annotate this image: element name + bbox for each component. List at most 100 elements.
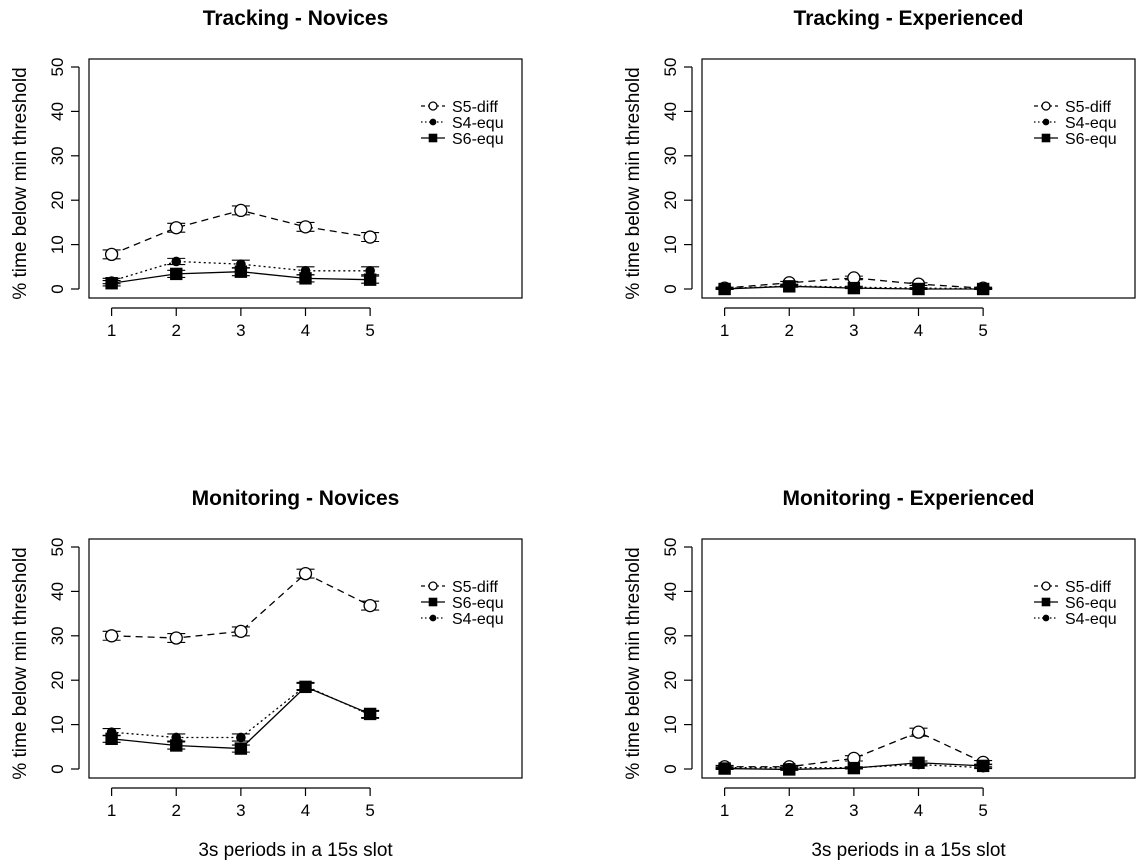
plot-frame bbox=[701, 538, 1136, 779]
legend-marker bbox=[428, 133, 438, 143]
y-axis-label: % time below min threshold bbox=[623, 67, 644, 299]
data-point bbox=[169, 221, 183, 235]
data-point bbox=[363, 598, 377, 613]
x-tick-label: 2 bbox=[172, 321, 181, 340]
y-tick-label: 0 bbox=[661, 764, 680, 773]
y-axis-label: % time below min threshold bbox=[10, 547, 31, 779]
panel-title: Tracking - Novices bbox=[203, 7, 389, 30]
x-tick-label: 1 bbox=[107, 801, 116, 820]
series-line bbox=[111, 260, 371, 282]
y-tick-label: 40 bbox=[48, 102, 67, 121]
series-s6-equ bbox=[715, 280, 993, 296]
series-line bbox=[111, 685, 371, 739]
data-point bbox=[104, 629, 119, 643]
legend-label: S4-equ bbox=[1065, 115, 1117, 132]
x-tick-label: 1 bbox=[720, 801, 729, 820]
series-s6-equ bbox=[102, 680, 380, 755]
y-tick-label: 30 bbox=[48, 626, 67, 645]
legend-marker bbox=[1042, 118, 1050, 126]
legend-marker bbox=[429, 118, 437, 126]
data-point bbox=[171, 256, 182, 267]
y-tick-label: 20 bbox=[48, 191, 67, 210]
data-point bbox=[912, 282, 925, 296]
series-line bbox=[724, 277, 984, 289]
x-tick-label: 5 bbox=[365, 801, 374, 820]
legend-label: S5-diff bbox=[1065, 99, 1112, 116]
y-tick-label: 50 bbox=[48, 58, 67, 77]
series-line bbox=[724, 763, 984, 769]
series-s4-equ bbox=[715, 759, 993, 773]
y-tick-label: 50 bbox=[661, 58, 680, 77]
x-tick-label: 3 bbox=[236, 321, 245, 340]
y-tick-label: 0 bbox=[48, 764, 67, 773]
x-axis-label: 3s periods in a 15s slot bbox=[811, 840, 1006, 861]
legend-marker bbox=[1041, 581, 1051, 591]
series-s5-diff bbox=[102, 203, 380, 262]
legend-marker bbox=[429, 614, 437, 622]
x-tick-label: 4 bbox=[301, 801, 310, 820]
x-tick-label: 2 bbox=[785, 321, 794, 340]
data-point bbox=[234, 742, 248, 755]
legend-marker bbox=[428, 101, 438, 111]
legend-marker bbox=[1042, 614, 1050, 622]
x-tick-label: 4 bbox=[914, 801, 923, 820]
series-s5-diff bbox=[102, 566, 380, 645]
y-tick-label: 40 bbox=[661, 102, 680, 121]
y-tick-label: 50 bbox=[661, 538, 680, 557]
legend-marker bbox=[428, 597, 438, 607]
x-tick-label: 5 bbox=[978, 321, 987, 340]
y-tick-label: 30 bbox=[661, 626, 680, 645]
data-point bbox=[784, 762, 795, 773]
x-axis-label: 3s periods in a 15s slot bbox=[198, 840, 393, 861]
data-point bbox=[104, 247, 119, 262]
y-tick-label: 10 bbox=[48, 235, 67, 254]
data-point bbox=[105, 277, 118, 290]
data-point bbox=[234, 265, 248, 278]
data-point bbox=[298, 566, 313, 581]
y-tick-label: 40 bbox=[661, 582, 680, 601]
y-tick-label: 0 bbox=[48, 284, 67, 293]
data-point bbox=[170, 267, 183, 281]
data-point bbox=[363, 230, 377, 244]
x-tick-label: 3 bbox=[849, 321, 858, 340]
x-tick-label: 5 bbox=[365, 321, 374, 340]
y-axis-label: % time below min threshold bbox=[10, 67, 31, 299]
data-point bbox=[171, 732, 182, 743]
legend-label: S6-equ bbox=[452, 595, 504, 612]
data-point bbox=[847, 281, 861, 295]
data-point bbox=[169, 631, 183, 645]
x-tick-label: 5 bbox=[978, 801, 987, 820]
x-tick-label: 4 bbox=[914, 321, 923, 340]
y-tick-label: 0 bbox=[661, 284, 680, 293]
series-s4-equ bbox=[102, 681, 380, 743]
y-axis-label: % time below min threshold bbox=[623, 547, 644, 779]
data-point bbox=[913, 759, 924, 770]
data-point bbox=[978, 762, 988, 773]
panel-tracking-experienced: Tracking - Experienced 0 10 20 30 40 50 % time … bbox=[623, 7, 1136, 340]
data-point bbox=[234, 203, 248, 218]
panel-title: Monitoring - Experienced bbox=[782, 487, 1034, 510]
x-tick-label: 4 bbox=[301, 321, 310, 340]
y-tick-label: 10 bbox=[661, 235, 680, 254]
data-point bbox=[783, 280, 796, 293]
x-tick-label: 2 bbox=[785, 801, 794, 820]
x-tick-label: 3 bbox=[849, 801, 858, 820]
plot-frame bbox=[701, 58, 1136, 299]
legend-label: S6-equ bbox=[452, 131, 504, 148]
data-point bbox=[849, 762, 859, 773]
y-tick-label: 40 bbox=[48, 582, 67, 601]
legend-label: S4-equ bbox=[1065, 611, 1117, 628]
y-tick-label: 30 bbox=[661, 146, 680, 165]
legend-label: S6-equ bbox=[1065, 595, 1117, 612]
x-tick-label: 1 bbox=[720, 321, 729, 340]
data-point bbox=[299, 272, 312, 285]
y-tick-label: 20 bbox=[661, 191, 680, 210]
y-tick-label: 20 bbox=[661, 671, 680, 690]
legend-marker bbox=[428, 581, 438, 591]
y-tick-label: 20 bbox=[48, 671, 67, 690]
x-tick-label: 1 bbox=[107, 321, 116, 340]
